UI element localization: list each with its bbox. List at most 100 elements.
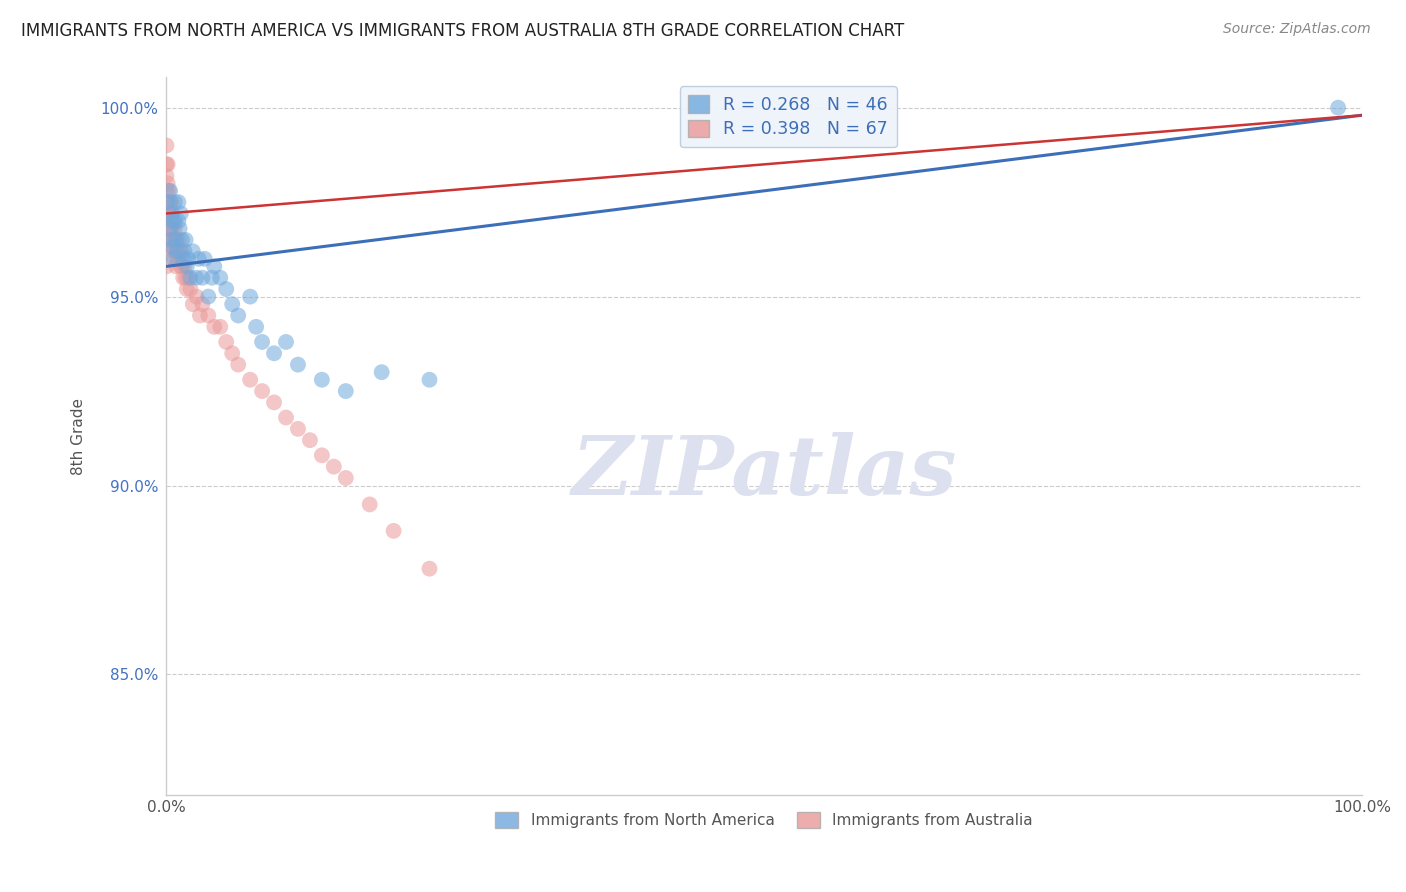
- Point: [162, 252, 184, 266]
- Point: [194, 252, 217, 266]
- Point: [155, 195, 177, 210]
- Point: [170, 260, 193, 274]
- Point: [163, 214, 186, 228]
- Point: [181, 244, 204, 259]
- Point: [311, 373, 333, 387]
- Legend: Immigrants from North America, Immigrants from Australia: Immigrants from North America, Immigrant…: [489, 806, 1039, 834]
- Point: [155, 244, 177, 259]
- Point: [159, 195, 181, 210]
- Point: [156, 176, 179, 190]
- Point: [162, 244, 184, 259]
- Point: [162, 240, 184, 254]
- Y-axis label: 8th Grade: 8th Grade: [72, 398, 86, 475]
- Point: [173, 244, 195, 259]
- Point: [160, 221, 183, 235]
- Point: [157, 206, 180, 220]
- Point: [221, 346, 243, 360]
- Point: [156, 195, 179, 210]
- Point: [159, 206, 181, 220]
- Point: [155, 169, 177, 183]
- Point: [165, 244, 187, 259]
- Point: [382, 524, 405, 538]
- Point: [176, 260, 198, 274]
- Point: [274, 410, 297, 425]
- Point: [170, 233, 193, 247]
- Point: [166, 244, 188, 259]
- Point: [201, 270, 224, 285]
- Point: [177, 252, 200, 266]
- Point: [186, 290, 208, 304]
- Point: [202, 260, 225, 274]
- Point: [172, 252, 194, 266]
- Point: [163, 221, 186, 235]
- Point: [155, 206, 177, 220]
- Point: [174, 233, 197, 247]
- Point: [287, 422, 309, 436]
- Point: [166, 240, 188, 254]
- Point: [1327, 101, 1350, 115]
- Point: [169, 244, 191, 259]
- Point: [226, 309, 249, 323]
- Point: [170, 260, 193, 274]
- Point: [165, 260, 187, 274]
- Point: [263, 346, 285, 360]
- Point: [274, 334, 297, 349]
- Point: [155, 157, 177, 171]
- Point: [162, 214, 184, 228]
- Point: [167, 233, 190, 247]
- Point: [162, 233, 184, 247]
- Point: [170, 206, 193, 220]
- Point: [176, 282, 198, 296]
- Point: [311, 448, 333, 462]
- Point: [197, 290, 219, 304]
- Point: [191, 297, 214, 311]
- Point: [165, 233, 187, 247]
- Point: [166, 252, 188, 266]
- Point: [335, 471, 357, 485]
- Point: [170, 244, 193, 259]
- Point: [263, 395, 285, 409]
- Point: [162, 233, 184, 247]
- Point: [155, 184, 177, 198]
- Point: [370, 365, 392, 379]
- Point: [167, 214, 190, 228]
- Point: [177, 270, 200, 285]
- Point: [172, 270, 194, 285]
- Point: [159, 184, 181, 198]
- Point: [250, 384, 273, 398]
- Text: ZIPatlas: ZIPatlas: [571, 433, 957, 512]
- Point: [239, 373, 262, 387]
- Point: [160, 233, 183, 247]
- Point: [335, 384, 357, 398]
- Point: [287, 358, 309, 372]
- Point: [155, 138, 177, 153]
- Point: [160, 195, 183, 210]
- Point: [155, 233, 177, 247]
- Point: [174, 270, 197, 285]
- Point: [215, 334, 238, 349]
- Point: [245, 319, 267, 334]
- Point: [167, 195, 190, 210]
- Point: [155, 221, 177, 235]
- Point: [169, 221, 191, 235]
- Point: [181, 297, 204, 311]
- Point: [359, 498, 381, 512]
- Point: [159, 221, 181, 235]
- Point: [197, 309, 219, 323]
- Point: [160, 206, 183, 220]
- Point: [221, 297, 243, 311]
- Point: [157, 184, 180, 198]
- Point: [157, 206, 180, 220]
- Point: [209, 270, 232, 285]
- Point: [163, 233, 186, 247]
- Point: [188, 309, 211, 323]
- Point: [173, 260, 195, 274]
- Point: [156, 195, 179, 210]
- Point: [156, 157, 179, 171]
- Point: [155, 260, 177, 274]
- Point: [418, 562, 440, 576]
- Point: [179, 282, 201, 296]
- Text: Source: ZipAtlas.com: Source: ZipAtlas.com: [1223, 22, 1371, 37]
- Point: [162, 206, 184, 220]
- Point: [322, 459, 344, 474]
